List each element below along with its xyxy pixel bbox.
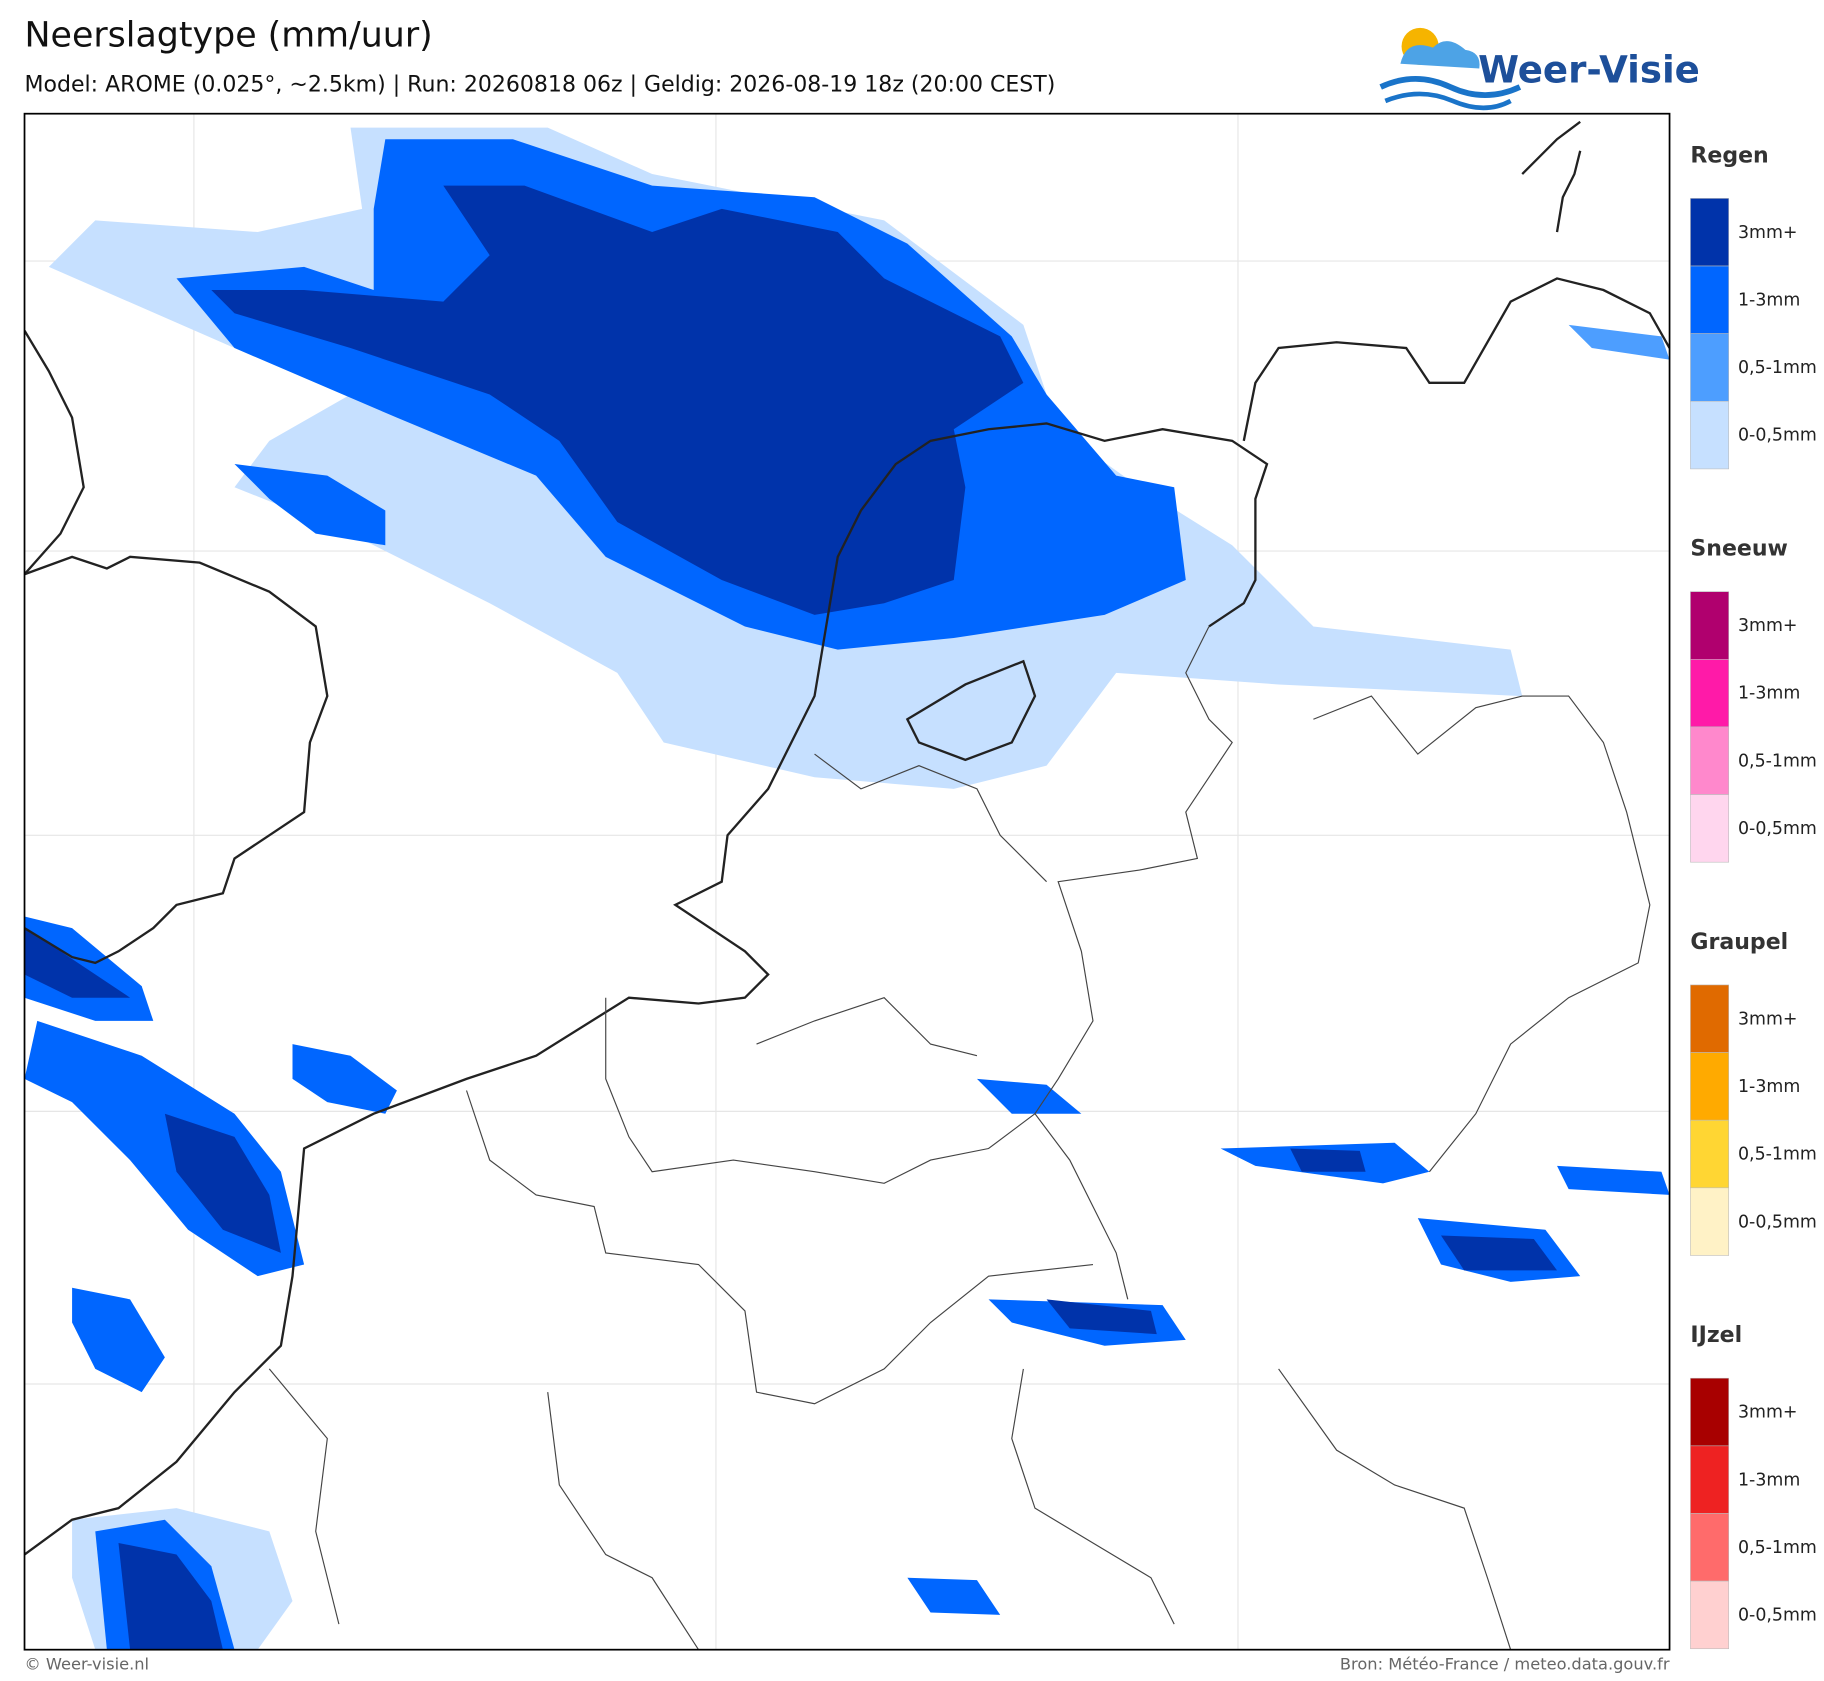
legend-swatch	[1690, 726, 1730, 795]
borders	[268, 626, 1651, 1650]
title: Neerslagtype (mm/uur)	[25, 15, 433, 55]
legend-swatch	[1690, 1052, 1730, 1121]
legend-swatch	[1690, 659, 1730, 728]
legend-swatch	[1690, 1445, 1730, 1514]
legend-title: IJzel	[1690, 1323, 1742, 1348]
legend-label: 0,5-1mm	[1738, 358, 1817, 378]
legend-label: 3mm+	[1738, 1009, 1798, 1029]
legend-swatch	[1690, 1580, 1730, 1650]
legend-swatch	[1690, 794, 1730, 863]
legend-title: Graupel	[1690, 930, 1788, 955]
legend-label: 1-3mm	[1738, 290, 1800, 310]
legend-label: 0-0,5mm	[1738, 1606, 1817, 1626]
legend-label: 1-3mm	[1738, 1077, 1800, 1097]
legend-label: 3mm+	[1738, 616, 1798, 636]
legend-swatch	[1690, 265, 1730, 334]
legend-label: 0-0,5mm	[1738, 819, 1817, 839]
map	[24, 113, 1670, 1650]
logo-text: Weer-Visie	[1478, 48, 1700, 91]
legend-swatch	[1690, 198, 1730, 267]
legend-swatch	[1690, 1187, 1730, 1256]
subtitle: Model: AROME (0.025°, ~2.5km) | Run: 202…	[25, 73, 1056, 98]
legend-swatch	[1690, 1119, 1730, 1189]
legend-label: 0,5-1mm	[1738, 1145, 1817, 1165]
legend-label: 0,5-1mm	[1738, 1538, 1817, 1558]
logo: Weer-Visie	[1379, 27, 1700, 111]
legend-swatch	[1690, 333, 1730, 402]
source: Bron: Météo-France / meteo.data.gouv.fr	[1340, 1654, 1670, 1673]
legend-swatch	[1690, 1377, 1730, 1447]
legend-label: 1-3mm	[1738, 684, 1800, 704]
legend-label: 1-3mm	[1738, 1470, 1800, 1490]
legend-label: 3mm+	[1738, 223, 1798, 243]
copyright: © Weer-visie.nl	[25, 1654, 150, 1673]
legend-swatch	[1690, 400, 1730, 470]
legend-title: Regen	[1690, 143, 1768, 168]
map-frame	[23, 112, 1671, 1651]
legend-label: 0,5-1mm	[1738, 751, 1817, 771]
coastlines	[24, 120, 1670, 1556]
legend-label: 3mm+	[1738, 1403, 1798, 1423]
legend-swatch	[1690, 984, 1730, 1053]
legend: Regen 3mm+ 1-3mm 0,5-1mm 0-0,5mm Sneeuw 3mm+ 1-…	[1690, 143, 1817, 1650]
legend-label: 0-0,5mm	[1738, 426, 1817, 446]
legend-title: Sneeuw	[1690, 537, 1787, 562]
precipitation	[24, 127, 1670, 1650]
legend-swatch	[1690, 591, 1730, 660]
legend-swatch	[1690, 1513, 1730, 1582]
legend-label: 0-0,5mm	[1738, 1212, 1817, 1232]
